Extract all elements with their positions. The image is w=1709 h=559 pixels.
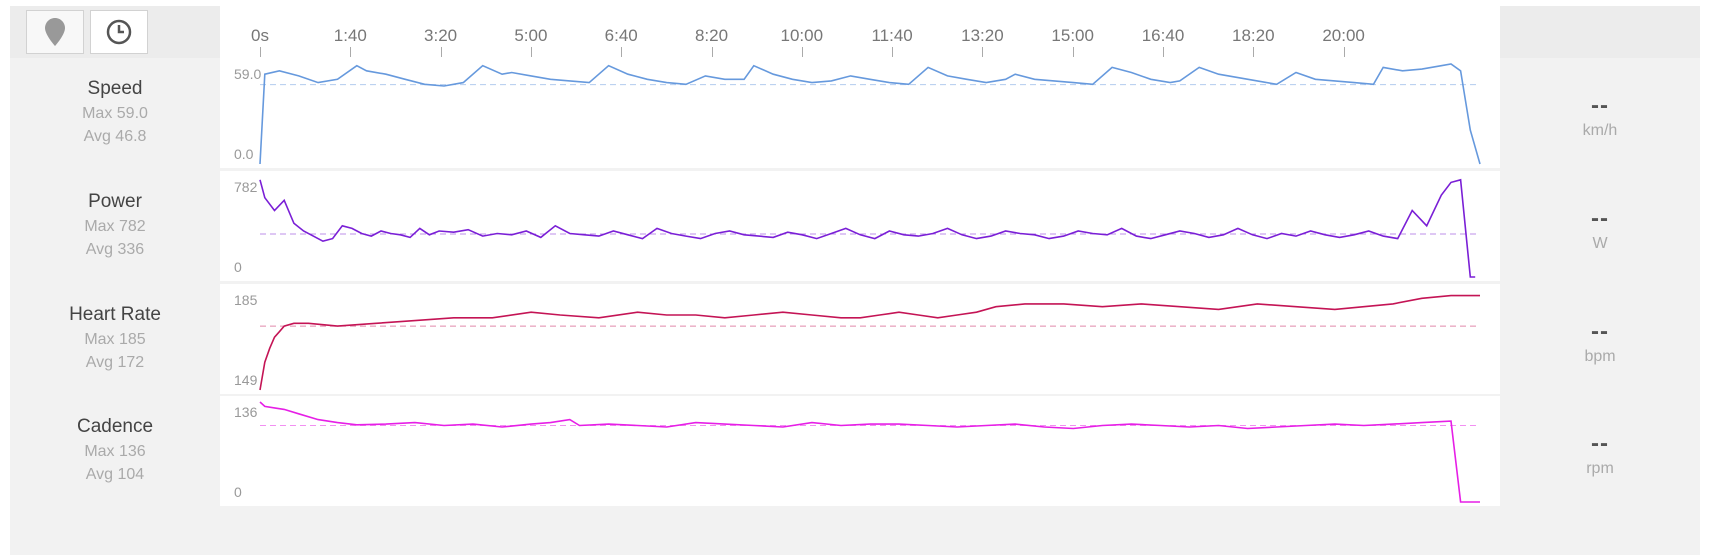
series-chart-speed bbox=[259, 63, 1481, 165]
x-tick-label: 15:00 bbox=[1051, 26, 1094, 45]
unit-label: bpm bbox=[1584, 348, 1616, 365]
map-toggle-button[interactable] bbox=[26, 10, 84, 54]
metric-label: Cadence Max 136 Avg 104 bbox=[10, 396, 220, 506]
metric-avg: Avg 46.8 bbox=[83, 128, 147, 145]
x-tick-mark bbox=[892, 47, 894, 57]
x-tick-label: 5:00 bbox=[514, 26, 548, 45]
x-tick-label: 18:20 bbox=[1232, 26, 1275, 45]
y-min-label: 149 bbox=[234, 372, 258, 388]
x-tick-label: 13:20 bbox=[961, 26, 1004, 45]
metric-current: -- bpm bbox=[1500, 284, 1700, 394]
series-chart-heart_rate bbox=[259, 294, 1480, 391]
series-line-heart_rate bbox=[259, 294, 1480, 391]
current-value: -- bbox=[1591, 92, 1609, 119]
metric-plot[interactable]: 185 149 bbox=[220, 284, 1500, 394]
series-line-cadence bbox=[259, 401, 1480, 503]
x-tick-mark bbox=[1163, 47, 1164, 57]
y-min-label: 0.0 bbox=[234, 146, 254, 162]
y-max-label: 136 bbox=[234, 404, 258, 420]
metric-plot[interactable]: 59.0 0.0 bbox=[220, 58, 1500, 168]
current-value: -- bbox=[1591, 430, 1609, 457]
metric-label: Heart Rate Max 185 Avg 172 bbox=[10, 284, 220, 394]
x-tick-label: 16:40 bbox=[1141, 26, 1185, 45]
metric-plot[interactable]: 136 0 bbox=[220, 396, 1500, 506]
y-max-label: 185 bbox=[234, 292, 258, 308]
x-tick-label: 8:20 bbox=[694, 26, 729, 45]
metric-avg: Avg 172 bbox=[85, 354, 145, 371]
metric-name: Power bbox=[88, 191, 142, 212]
metric-row-speed: Speed Max 59.0 Avg 46.8 59.0 0.0 -- km/h bbox=[10, 58, 1700, 168]
x-tick-mark bbox=[1072, 47, 1074, 57]
metric-current: -- rpm bbox=[1500, 396, 1700, 506]
y-min-label: 0 bbox=[234, 259, 242, 275]
metric-max: Max 136 bbox=[84, 443, 146, 460]
x-tick-mark bbox=[711, 47, 713, 57]
chart-toolbar: 0s 1:40 3:20 5:00 6:40 8:20 10:00 11:40 13:20 15:… bbox=[10, 6, 1700, 58]
metric-current: -- km/h bbox=[1500, 58, 1700, 168]
metric-max: Max 59.0 bbox=[82, 105, 148, 122]
y-max-label: 59.0 bbox=[234, 66, 262, 82]
unit-label: rpm bbox=[1586, 460, 1614, 477]
x-tick-mark bbox=[440, 47, 442, 57]
metric-name: Cadence bbox=[76, 416, 154, 437]
x-tick-label: 6:40 bbox=[604, 26, 638, 45]
metric-max: Max 185 bbox=[84, 331, 146, 348]
unit-label: W bbox=[1592, 235, 1608, 252]
x-tick-label: 11:40 bbox=[871, 26, 913, 45]
series-chart-power bbox=[259, 178, 1480, 278]
series-line-power bbox=[259, 178, 1476, 278]
clock-icon bbox=[106, 19, 132, 45]
x-tick-mark bbox=[530, 47, 532, 57]
activity-charts-panel: 0s 1:40 3:20 5:00 6:40 8:20 10:00 11:40 13:20 15:… bbox=[10, 6, 1700, 555]
series-chart-cadence bbox=[259, 401, 1480, 503]
metric-label: Power Max 782 Avg 336 bbox=[10, 171, 220, 281]
x-tick-mark bbox=[621, 47, 623, 57]
metric-row-heart_rate: Heart Rate Max 185 Avg 172 185 149 -- bpm bbox=[10, 284, 1700, 394]
x-tick-label: 20:00 bbox=[1322, 26, 1365, 45]
metric-max: Max 782 bbox=[84, 218, 146, 235]
metric-avg: Avg 104 bbox=[85, 466, 145, 483]
x-tick-mark bbox=[260, 47, 261, 57]
x-tick-mark bbox=[1343, 47, 1345, 57]
x-tick-label: 0s bbox=[251, 26, 269, 45]
y-min-label: 0 bbox=[234, 484, 242, 500]
x-tick-mark bbox=[982, 47, 984, 57]
metric-avg: Avg 336 bbox=[85, 241, 145, 258]
current-value: -- bbox=[1591, 205, 1609, 232]
x-tick-label: 1:40 bbox=[333, 26, 367, 45]
x-tick-label: 3:20 bbox=[424, 26, 458, 45]
x-tick-label: 10:00 bbox=[780, 26, 824, 45]
metric-label: Speed Max 59.0 Avg 46.8 bbox=[10, 58, 220, 168]
series-line-speed bbox=[259, 63, 1481, 165]
x-tick-mark bbox=[1253, 47, 1255, 57]
x-tick-mark bbox=[350, 47, 352, 57]
metric-plot[interactable]: 782 0 bbox=[220, 171, 1500, 281]
metric-name: Speed bbox=[87, 78, 143, 99]
time-toggle-button[interactable] bbox=[90, 10, 148, 54]
current-value: -- bbox=[1591, 318, 1609, 345]
unit-label: km/h bbox=[1582, 122, 1618, 139]
metric-current: -- W bbox=[1500, 171, 1700, 281]
metric-name: Heart Rate bbox=[69, 304, 161, 325]
metric-row-cadence: Cadence Max 136 Avg 104 136 0 -- rpm bbox=[10, 396, 1700, 506]
metric-row-power: Power Max 782 Avg 336 782 0 -- W bbox=[10, 171, 1700, 281]
x-tick-mark bbox=[801, 47, 803, 57]
time-axis: 0s 1:40 3:20 5:00 6:40 8:20 10:00 11:40 13:20 15:… bbox=[220, 6, 1500, 58]
y-max-label: 782 bbox=[234, 179, 258, 195]
map-pin-icon bbox=[45, 18, 65, 46]
